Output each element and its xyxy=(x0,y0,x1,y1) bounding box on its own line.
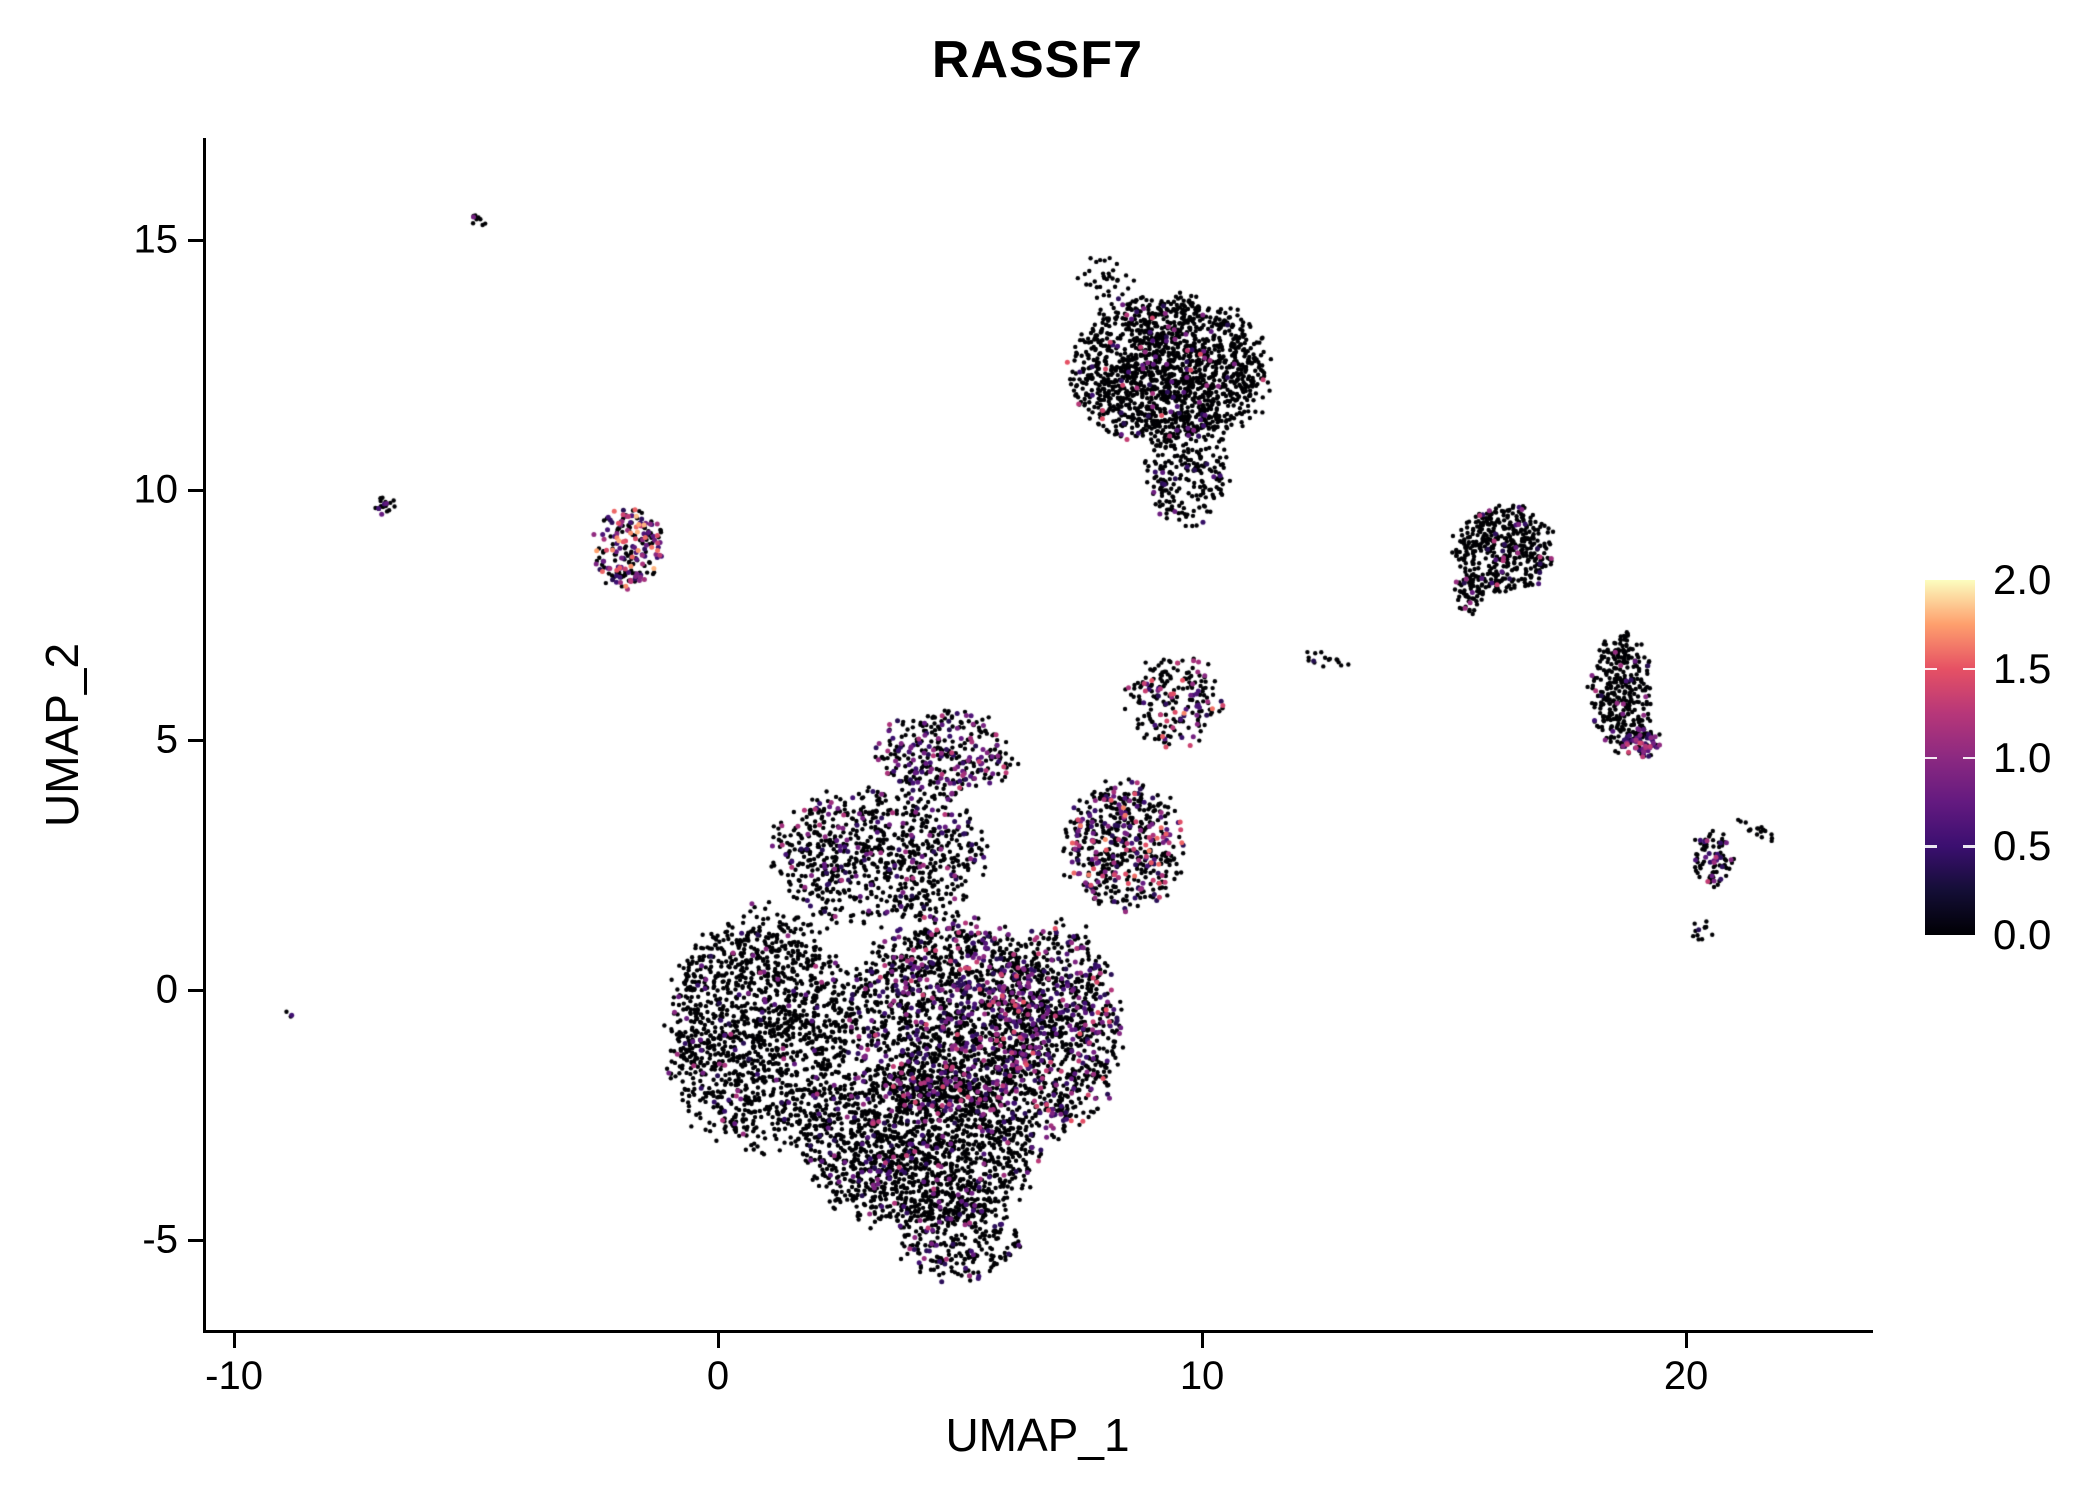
colorbar-tickmark xyxy=(1963,667,1975,671)
y-axis-line xyxy=(203,138,206,1333)
chart-title: RASSF7 xyxy=(931,31,1144,89)
y-tick-label: 0 xyxy=(155,967,178,1012)
x-tick xyxy=(232,1333,236,1348)
x-tick-label: -10 xyxy=(205,1354,263,1398)
y-tick-label: 10 xyxy=(133,467,179,512)
x-tick-label: 20 xyxy=(1663,1354,1709,1398)
colorbar-tick-label: 1.5 xyxy=(1993,644,2052,692)
x-tick-label: 10 xyxy=(1179,1354,1225,1398)
x-tick xyxy=(1684,1333,1688,1348)
colorbar-tick-label: 2.0 xyxy=(1993,556,2052,603)
x-tick-label: 0 xyxy=(706,1354,730,1398)
y-tick-label: -5 xyxy=(142,1217,178,1262)
colorbar-tickmark xyxy=(1963,845,1975,848)
colorbar-tick-label: 1.0 xyxy=(1993,733,2052,781)
y-axis-label: UMAP_2 xyxy=(36,642,88,828)
y-tick xyxy=(188,738,203,742)
colorbar-tickmark xyxy=(1925,667,1937,671)
x-axis-label: UMAP_1 xyxy=(945,1409,1130,1461)
y-tick xyxy=(188,238,203,242)
colorbar-tick-label: 0.5 xyxy=(1993,822,2052,870)
colorbar-tickmark xyxy=(1925,845,1937,848)
y-tick xyxy=(188,488,203,492)
x-tick xyxy=(716,1333,720,1348)
colorbar-tickmark xyxy=(1963,756,1975,759)
y-tick xyxy=(188,1238,203,1242)
colorbar-tick-label: 0.0 xyxy=(1993,911,2052,958)
y-tick-label: 15 xyxy=(133,217,179,262)
colorbar-tickmark xyxy=(1925,756,1937,759)
x-tick xyxy=(1200,1333,1204,1348)
x-axis-line xyxy=(203,1330,1873,1333)
y-tick-label: 5 xyxy=(155,717,178,762)
y-tick xyxy=(188,988,203,992)
